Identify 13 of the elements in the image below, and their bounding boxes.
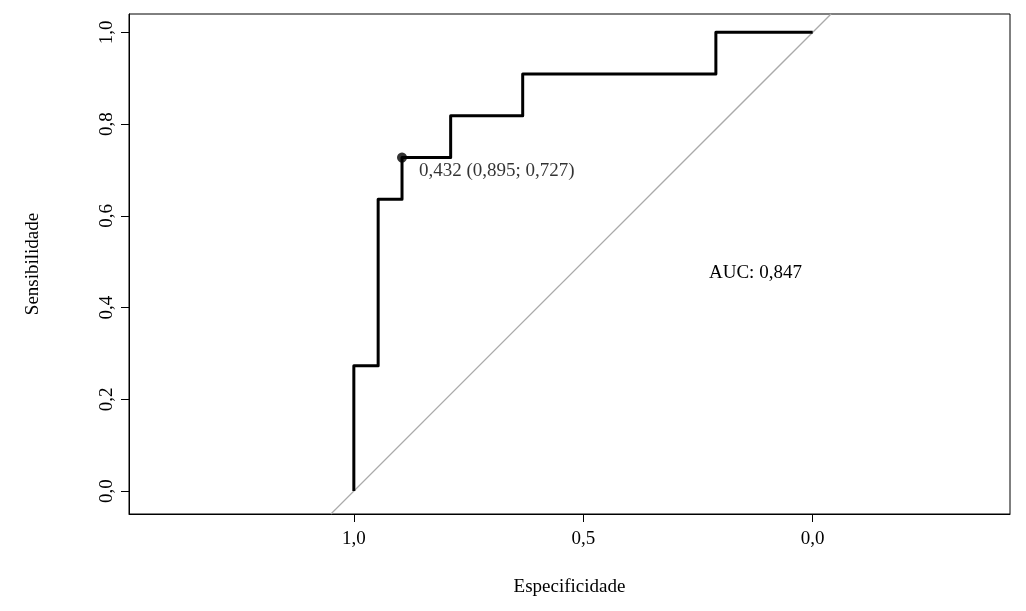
annotation: AUC: 0,847 — [709, 261, 802, 282]
annotation: 0,432 (0,895; 0,727) — [419, 159, 575, 182]
y-tick-label: 0,6 — [95, 203, 116, 228]
x-axis-title: Especificidade — [513, 575, 626, 596]
x-tick-label: 0,5 — [571, 527, 596, 548]
y-tick-label: 1,0 — [95, 20, 116, 45]
x-tick-label: 1,0 — [341, 527, 366, 548]
y-tick-label: 0,2 — [95, 387, 116, 412]
x-tick-label: 0,0 — [800, 527, 825, 548]
y-tick-label: 0,4 — [95, 295, 116, 320]
y-tick-label: 0,0 — [95, 479, 116, 503]
y-axis-title: Sensibilidade — [21, 212, 42, 316]
y-tick-label: 0,8 — [95, 112, 116, 136]
